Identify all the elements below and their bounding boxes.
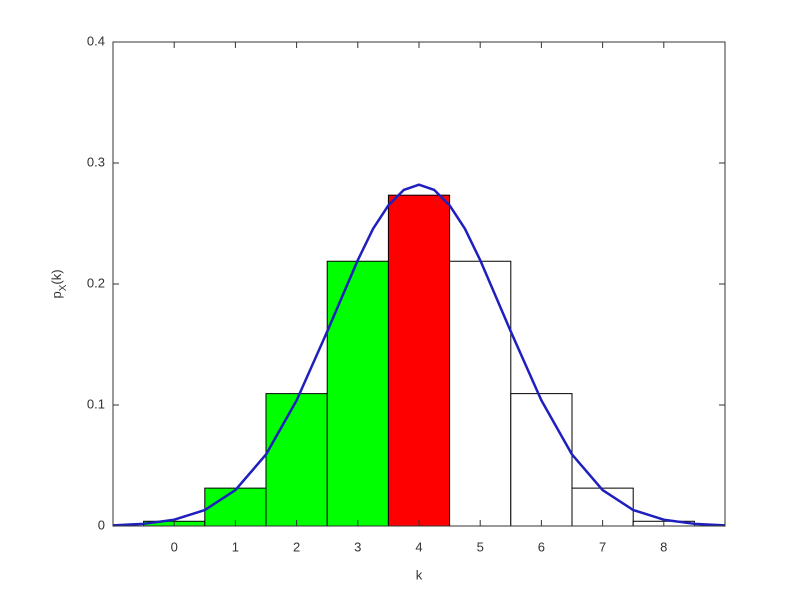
bar (265, 393, 328, 527)
bar (387, 194, 451, 527)
x-tick-label: 1 (232, 539, 239, 554)
x-tick-label: 8 (660, 539, 667, 554)
bar (326, 260, 389, 527)
y-tick-label: 0.1 (87, 396, 105, 411)
y-tick-label: 0.4 (87, 33, 105, 48)
y-label-base: p (49, 291, 64, 298)
x-tick-label: 7 (599, 539, 606, 554)
x-tick-label: 5 (477, 539, 484, 554)
x-tick-label: 0 (171, 539, 178, 554)
bar (204, 487, 267, 527)
y-label-sub: X (58, 284, 69, 291)
x-tick-label: 4 (415, 539, 422, 554)
x-axis-label: k (416, 567, 423, 582)
x-tick-label: 6 (538, 539, 545, 554)
y-tick-label: 0.2 (87, 275, 105, 290)
x-tick-label: 3 (354, 539, 361, 554)
bar (510, 393, 573, 527)
x-tick-label: 2 (293, 539, 300, 554)
bar (449, 260, 512, 527)
y-tick-label: 0 (98, 517, 105, 532)
y-tick-label: 0.3 (87, 154, 105, 169)
y-axis-label: pX(k) (49, 269, 68, 298)
y-label-rest: (k) (49, 269, 64, 284)
density-curve (112, 183, 726, 527)
